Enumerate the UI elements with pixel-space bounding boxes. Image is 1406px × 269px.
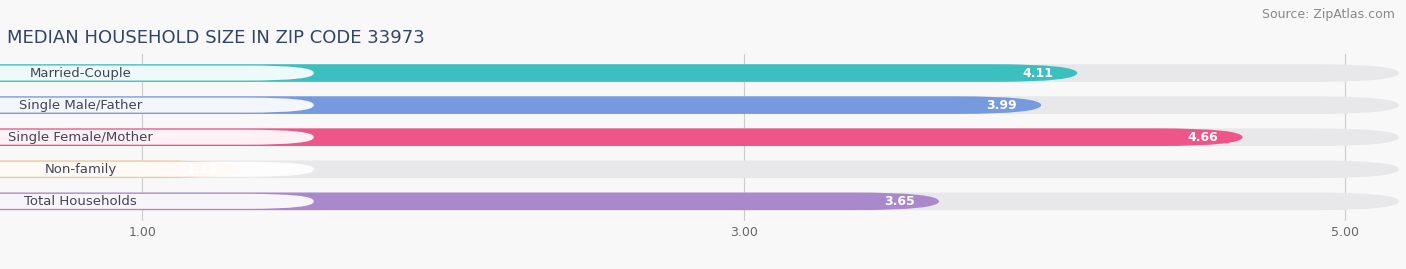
FancyBboxPatch shape (0, 194, 314, 209)
FancyBboxPatch shape (0, 98, 314, 113)
FancyBboxPatch shape (0, 160, 242, 178)
Text: Single Male/Father: Single Male/Father (20, 99, 142, 112)
Text: Source: ZipAtlas.com: Source: ZipAtlas.com (1261, 8, 1395, 21)
FancyBboxPatch shape (0, 193, 1399, 210)
Text: Total Households: Total Households (24, 195, 136, 208)
Text: Married-Couple: Married-Couple (30, 66, 132, 80)
FancyBboxPatch shape (0, 128, 1243, 146)
Text: 3.65: 3.65 (884, 195, 915, 208)
FancyBboxPatch shape (0, 64, 1399, 82)
FancyBboxPatch shape (0, 66, 314, 80)
Text: 4.11: 4.11 (1022, 66, 1053, 80)
FancyBboxPatch shape (0, 96, 1042, 114)
FancyBboxPatch shape (0, 162, 314, 177)
Text: MEDIAN HOUSEHOLD SIZE IN ZIP CODE 33973: MEDIAN HOUSEHOLD SIZE IN ZIP CODE 33973 (7, 29, 425, 47)
FancyBboxPatch shape (0, 96, 1399, 114)
FancyBboxPatch shape (0, 64, 1077, 82)
Text: Single Female/Mother: Single Female/Mother (8, 131, 153, 144)
FancyBboxPatch shape (0, 193, 939, 210)
Text: 1.33: 1.33 (187, 163, 218, 176)
FancyBboxPatch shape (0, 160, 1399, 178)
Text: 4.66: 4.66 (1188, 131, 1219, 144)
Text: 3.99: 3.99 (987, 99, 1017, 112)
Text: Non-family: Non-family (45, 163, 117, 176)
FancyBboxPatch shape (0, 130, 314, 145)
FancyBboxPatch shape (0, 128, 1399, 146)
